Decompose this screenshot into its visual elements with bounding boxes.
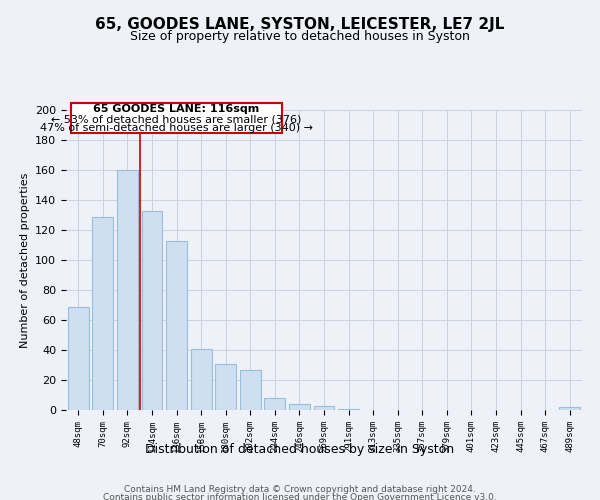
Bar [191, 348, 212, 410]
Bar [68, 306, 89, 410]
Text: Contains public sector information licensed under the Open Government Licence v3: Contains public sector information licen… [103, 492, 497, 500]
FancyBboxPatch shape [71, 102, 282, 132]
Bar [92, 216, 113, 410]
Text: 65, GOODES LANE, SYSTON, LEICESTER, LE7 2JL: 65, GOODES LANE, SYSTON, LEICESTER, LE7 … [95, 18, 505, 32]
Bar [215, 364, 236, 410]
Bar [289, 404, 310, 410]
Text: Distribution of detached houses by size in Syston: Distribution of detached houses by size … [145, 442, 455, 456]
Bar [314, 406, 334, 410]
Bar [166, 240, 187, 410]
Bar [117, 170, 138, 410]
Text: 47% of semi-detached houses are larger (340) →: 47% of semi-detached houses are larger (… [40, 123, 313, 133]
Bar [559, 407, 580, 410]
Y-axis label: Number of detached properties: Number of detached properties [20, 172, 29, 348]
Text: Contains HM Land Registry data © Crown copyright and database right 2024.: Contains HM Land Registry data © Crown c… [124, 485, 476, 494]
Bar [240, 370, 261, 410]
Bar [142, 210, 163, 410]
Text: ← 53% of detached houses are smaller (376): ← 53% of detached houses are smaller (37… [52, 114, 302, 124]
Text: Size of property relative to detached houses in Syston: Size of property relative to detached ho… [130, 30, 470, 43]
Bar [265, 398, 286, 410]
Bar [338, 408, 359, 410]
Text: 65 GOODES LANE: 116sqm: 65 GOODES LANE: 116sqm [94, 104, 260, 115]
